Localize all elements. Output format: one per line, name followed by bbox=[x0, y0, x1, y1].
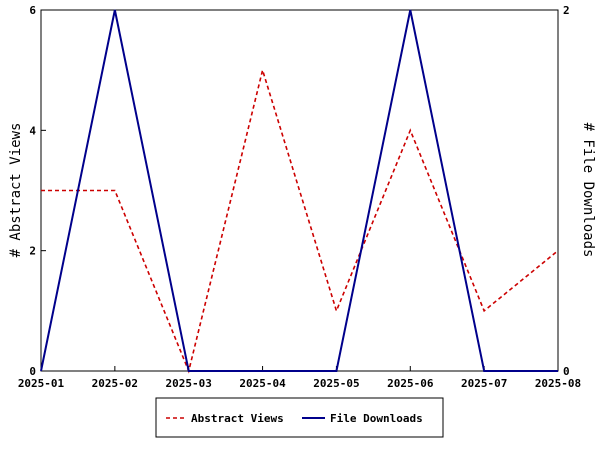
x-tick-label: 2025-06 bbox=[387, 377, 434, 390]
series-line-abstract-views bbox=[41, 67, 559, 374]
x-tick-label: 2025-05 bbox=[313, 377, 359, 390]
y-left-tick-label: 2 bbox=[29, 245, 36, 258]
x-tick-label: 2025-04 bbox=[239, 377, 286, 390]
legend-label-abstract-views: Abstract Views bbox=[191, 412, 284, 425]
legend-box bbox=[155, 397, 444, 438]
ticks-layer: 2025-01 2025-02 2025-03 2025-04 2025-05 2025-… bbox=[18, 4, 581, 390]
plot-frame bbox=[40, 9, 559, 372]
y-left-tick-label: 6 bbox=[29, 4, 36, 17]
y-left-tick-label: 4 bbox=[29, 124, 36, 137]
legend: Abstract Views File Downloads bbox=[155, 397, 444, 438]
y-left-tick-label: 0 bbox=[29, 365, 36, 378]
x-tick-label: 2025-02 bbox=[92, 377, 138, 390]
y-right-tick-label: 0 bbox=[563, 365, 570, 378]
x-tick-label: 2025-08 bbox=[535, 377, 581, 390]
series-line-file-downloads bbox=[40, 9, 558, 372]
y-axis-left-title: # Abstract Views bbox=[8, 123, 24, 258]
x-tick-label: 2025-07 bbox=[461, 377, 507, 390]
legend-label-file-downloads: File Downloads bbox=[330, 412, 423, 425]
x-tick-label: 2025-01 bbox=[18, 377, 65, 390]
x-tick-label: 2025-03 bbox=[166, 377, 212, 390]
y-axis-right-title: # File Downloads bbox=[580, 123, 596, 258]
series-layer bbox=[40, 9, 559, 374]
y-right-tick-label: 2 bbox=[563, 4, 570, 17]
